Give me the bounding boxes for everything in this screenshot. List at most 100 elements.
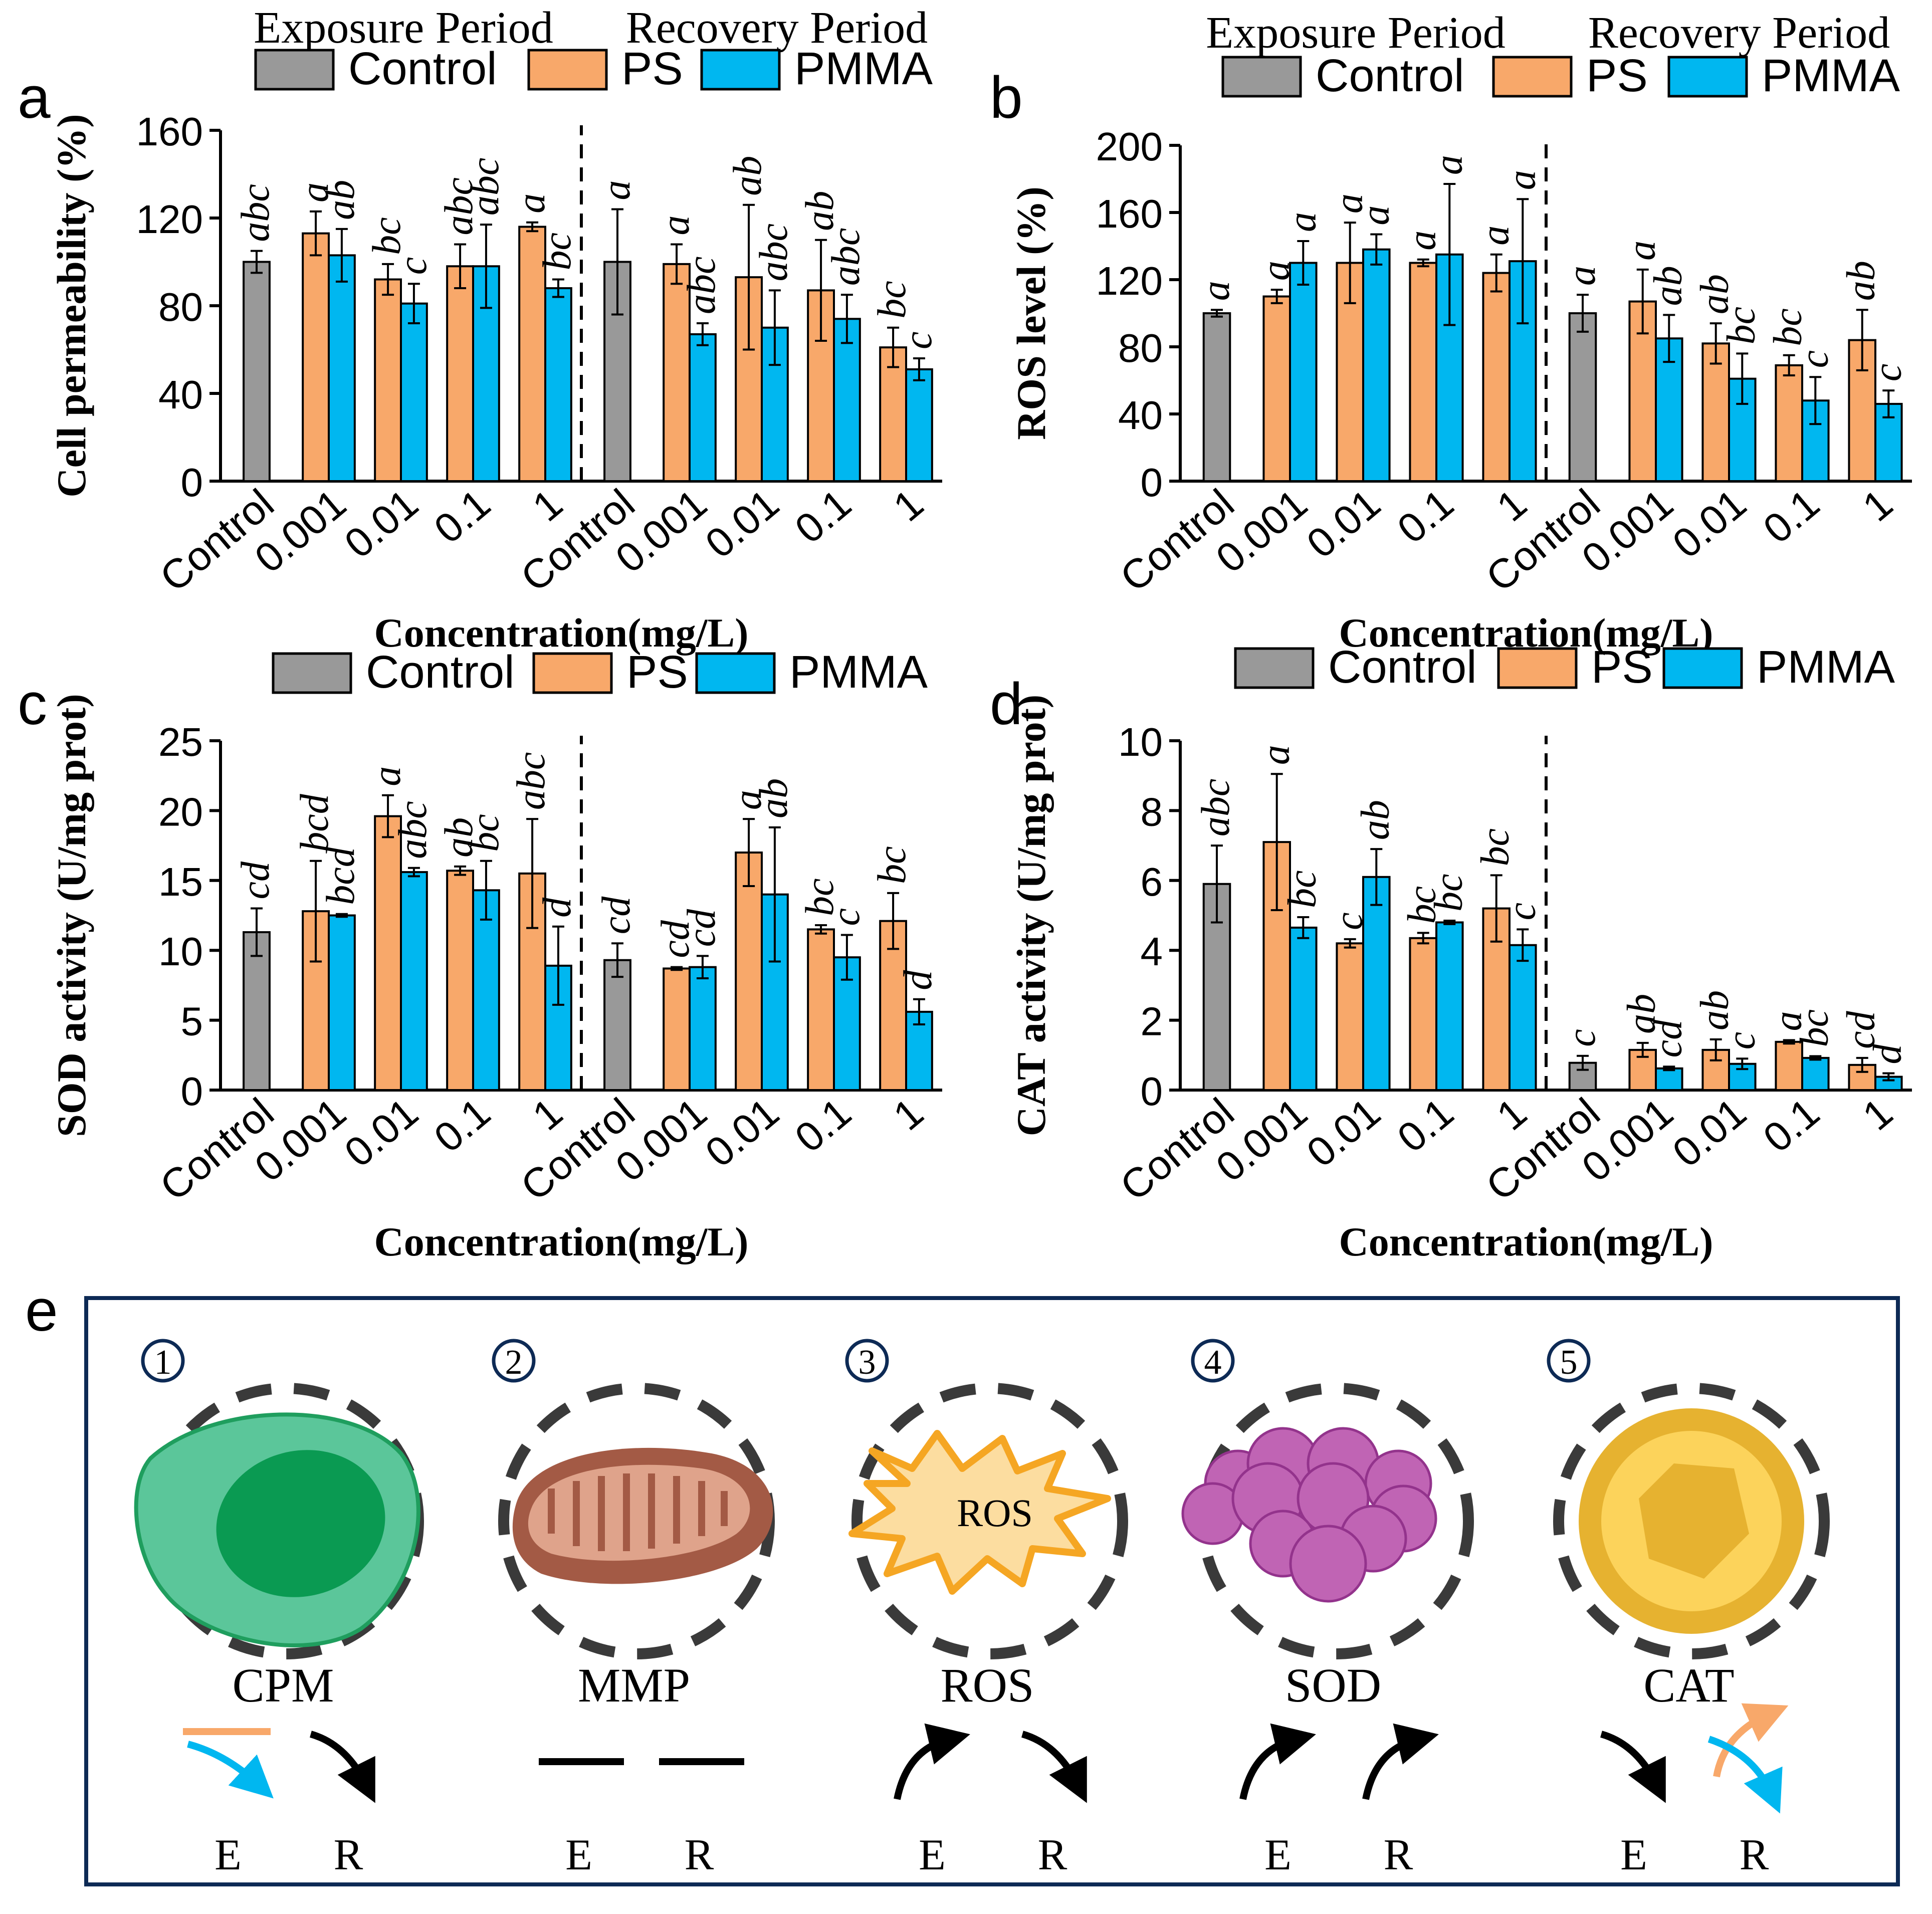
significance-letter: abc: [824, 228, 868, 286]
legend-swatch-control: [1221, 56, 1302, 98]
significance-letter: bc: [1280, 870, 1324, 908]
bar-ps: [1775, 364, 1803, 482]
y-tick-label: 40: [158, 372, 203, 417]
bar-ps: [663, 967, 691, 1091]
bar-ps: [1701, 342, 1730, 482]
legend-swatch-control: [254, 49, 335, 91]
bar-pmma: [1289, 262, 1318, 482]
dashed-circle: [851, 1383, 1128, 1659]
significance-letter: cd: [594, 896, 638, 935]
significance-letter: a: [1400, 231, 1444, 251]
significance-letter: ab: [1646, 266, 1690, 306]
significance-letter: ab: [1693, 274, 1737, 314]
significance-letter: cd: [654, 920, 698, 958]
significance-letter: a: [1620, 241, 1664, 261]
x-tick-label: 0.01: [1299, 481, 1389, 567]
x-tick-label: 0.1: [1755, 1090, 1828, 1161]
y-tick-label: 160: [1096, 191, 1163, 236]
significance-letter: bc: [870, 281, 914, 319]
legend-label-pmma: PMMA: [794, 43, 933, 94]
recovery-label: R: [334, 1831, 363, 1879]
bar-pmma: [1655, 1067, 1683, 1091]
y-tick-label: 4: [1141, 929, 1163, 974]
significance-letter: ab: [319, 180, 363, 220]
y-tick-label: 0: [181, 460, 203, 505]
significance-letter: a: [1766, 1011, 1810, 1031]
x-tick-label: 1: [885, 1090, 932, 1139]
bar-ps: [807, 928, 835, 1091]
significance-letter: ab: [726, 156, 770, 196]
significance-letter: bc: [463, 814, 507, 852]
summary-item-mmp: 2 MMP E R: [492, 1339, 775, 1879]
x-tick-label: 0.01: [1664, 1090, 1755, 1176]
up-arrow: [1362, 1723, 1439, 1800]
mitochondrion-illustration: [512, 1447, 773, 1584]
cat-illustration: [1579, 1408, 1804, 1634]
recovery-label: R: [1740, 1831, 1769, 1879]
significance-letter: a: [1254, 745, 1298, 765]
legend-swatch-pmma: [700, 49, 781, 91]
significance-letter: c: [896, 331, 940, 349]
significance-letter: c: [1865, 364, 1909, 382]
bar-control: [1568, 312, 1597, 482]
legend-label-pmma: PMMA: [1762, 50, 1900, 101]
recovery-label: R: [1038, 1831, 1067, 1879]
significance-letter: a: [1426, 155, 1470, 175]
legend-label-pmma: PMMA: [789, 647, 928, 698]
legend-swatch-ps: [532, 652, 613, 694]
significance-letter: bc: [1766, 308, 1810, 346]
exposure-period-label: Exposure Period: [1206, 8, 1505, 58]
bar-ps: [374, 278, 402, 482]
significance-letter: abc: [437, 177, 481, 236]
significance-letter: ab: [1693, 990, 1737, 1030]
significance-letter: cd: [1646, 1019, 1690, 1058]
sod-illustration: [1181, 1427, 1437, 1603]
significance-letter: c: [824, 908, 868, 926]
summary-item-cat: 5 CAT E R: [1547, 1339, 1830, 1879]
x-tick-label: 0.1: [1389, 1090, 1462, 1161]
bar-ps: [446, 265, 474, 482]
significance-letter: cd: [1839, 1010, 1883, 1049]
summary-item-sod: 4 SOD E R: [1191, 1339, 1474, 1879]
bar-pmma: [472, 889, 500, 1092]
x-tick-label: 0.1: [426, 1090, 499, 1161]
step-number: 2: [505, 1343, 523, 1382]
down-arrow: [309, 1731, 375, 1803]
bar-ps: [663, 263, 691, 482]
significance-letter: ab: [1839, 261, 1883, 301]
recovery-period-label: Recovery Period: [1588, 8, 1890, 58]
panel-label-d: d: [990, 671, 1023, 737]
bar-control: [1202, 312, 1231, 482]
bar-pmma: [1435, 921, 1464, 1091]
step-number-badge: [845, 1339, 889, 1383]
y-tick-label: 120: [136, 197, 203, 242]
step-number-badge: [1547, 1339, 1591, 1383]
step-number: 1: [154, 1343, 172, 1382]
significance-letter: a: [1194, 281, 1238, 301]
x-tick-label: 0.1: [787, 481, 860, 552]
bar-ps: [1409, 937, 1437, 1092]
step-number: 5: [1560, 1343, 1578, 1382]
significance-letter: ab: [1353, 800, 1397, 840]
y-tick-label: 160: [136, 109, 203, 154]
panel-label-b: b: [990, 65, 1023, 131]
ros-illustration: ROS: [848, 1430, 1111, 1595]
chart-panel-a: a Exposure Period Recovery Period Control PS…: [18, 3, 942, 656]
y-axis-title: Cell permeability (%): [49, 114, 94, 497]
y-tick-label: 2: [1141, 999, 1163, 1044]
significance-letter: abc: [680, 256, 724, 314]
bar-pmma: [1362, 876, 1391, 1091]
significance-letter: bc: [1426, 874, 1470, 912]
indicator-name: MMP: [578, 1658, 690, 1712]
exposure-label: E: [919, 1831, 946, 1879]
legend-swatch-ps: [1492, 56, 1573, 98]
up-arrow: [1239, 1723, 1316, 1800]
y-tick-label: 25: [158, 720, 203, 764]
significance-letter: a: [594, 180, 638, 200]
significance-letter: c: [1560, 1029, 1604, 1047]
y-tick-label: 5: [181, 999, 203, 1044]
exposure-label: E: [1264, 1831, 1292, 1879]
recovery-period-label: Recovery Period: [626, 3, 928, 53]
y-tick-label: 6: [1141, 860, 1163, 904]
y-tick-label: 0: [1141, 460, 1163, 505]
